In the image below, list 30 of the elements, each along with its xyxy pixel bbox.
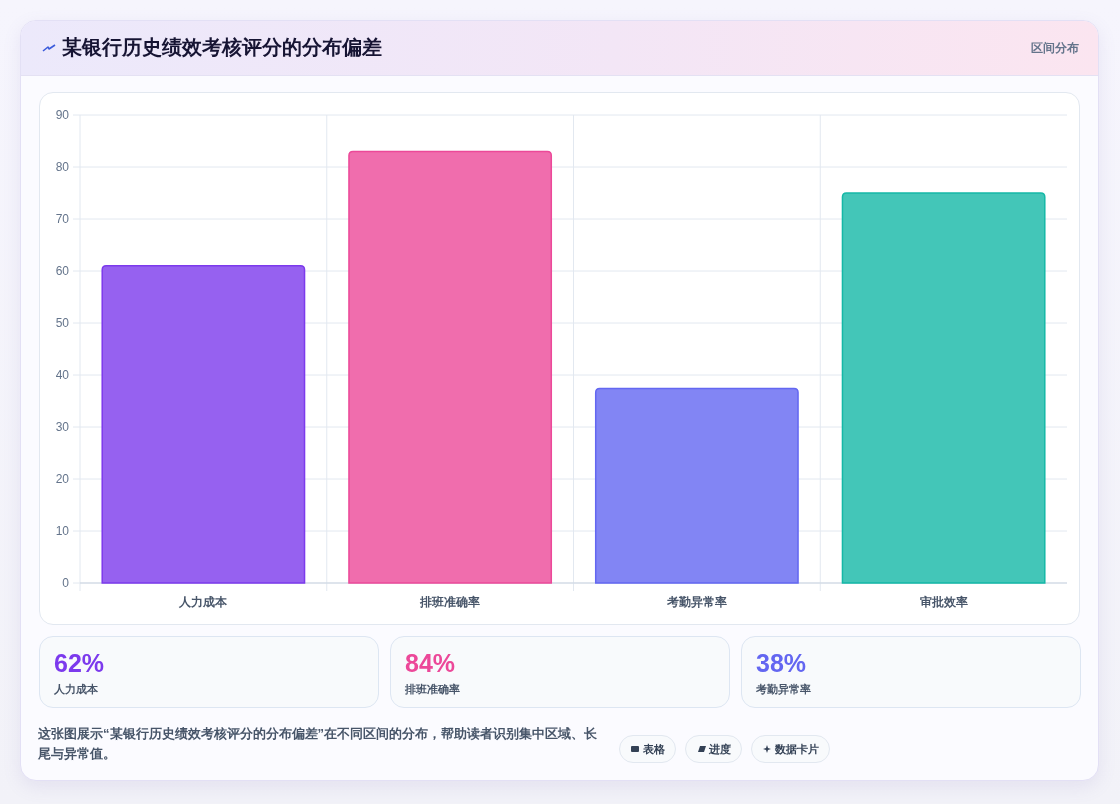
bar	[594, 387, 799, 584]
y-tick-label: 70	[55, 212, 70, 226]
bar	[101, 265, 306, 584]
chart-title: 某银行历史绩效考核评分的分布偏差	[62, 35, 382, 60]
text: 这张图展示“某银行历史绩效考核评分的分布偏差”在不同区间的分布，帮助读者识别集中区域、长尾与异常值。	[38, 725, 598, 763]
y-tick-label: 90	[55, 108, 70, 122]
y-tick-label: 20	[55, 472, 70, 486]
chart-subtitle: 区间分布	[1031, 40, 1079, 56]
y-tick-label: 50	[55, 316, 70, 330]
y-tick-label: 10	[55, 524, 70, 538]
y-tick-label: 40	[55, 368, 70, 382]
y-tick-label: 30	[55, 420, 70, 434]
bar	[348, 150, 553, 584]
text: 排班准确率	[405, 682, 460, 696]
text: 数据卡片	[775, 741, 819, 757]
y-tick-label: 60	[55, 264, 70, 278]
text: 表格	[643, 741, 665, 757]
text: 62%	[54, 649, 105, 677]
text: 考勤异常率	[756, 682, 811, 696]
x-tick-label: 考勤异常率	[665, 595, 727, 609]
y-tick-label: 0	[62, 576, 70, 590]
y-tick-label: 80	[55, 160, 70, 174]
text: 84%	[405, 649, 456, 677]
x-tick-label: 人力成本	[178, 595, 229, 609]
bar	[841, 192, 1046, 584]
text: 人力成本	[54, 682, 98, 696]
text: 38%	[756, 649, 807, 677]
x-tick-label: 排班准确率	[419, 595, 481, 609]
text: 进度	[709, 741, 731, 757]
x-tick-label: 审批效率	[919, 595, 968, 609]
